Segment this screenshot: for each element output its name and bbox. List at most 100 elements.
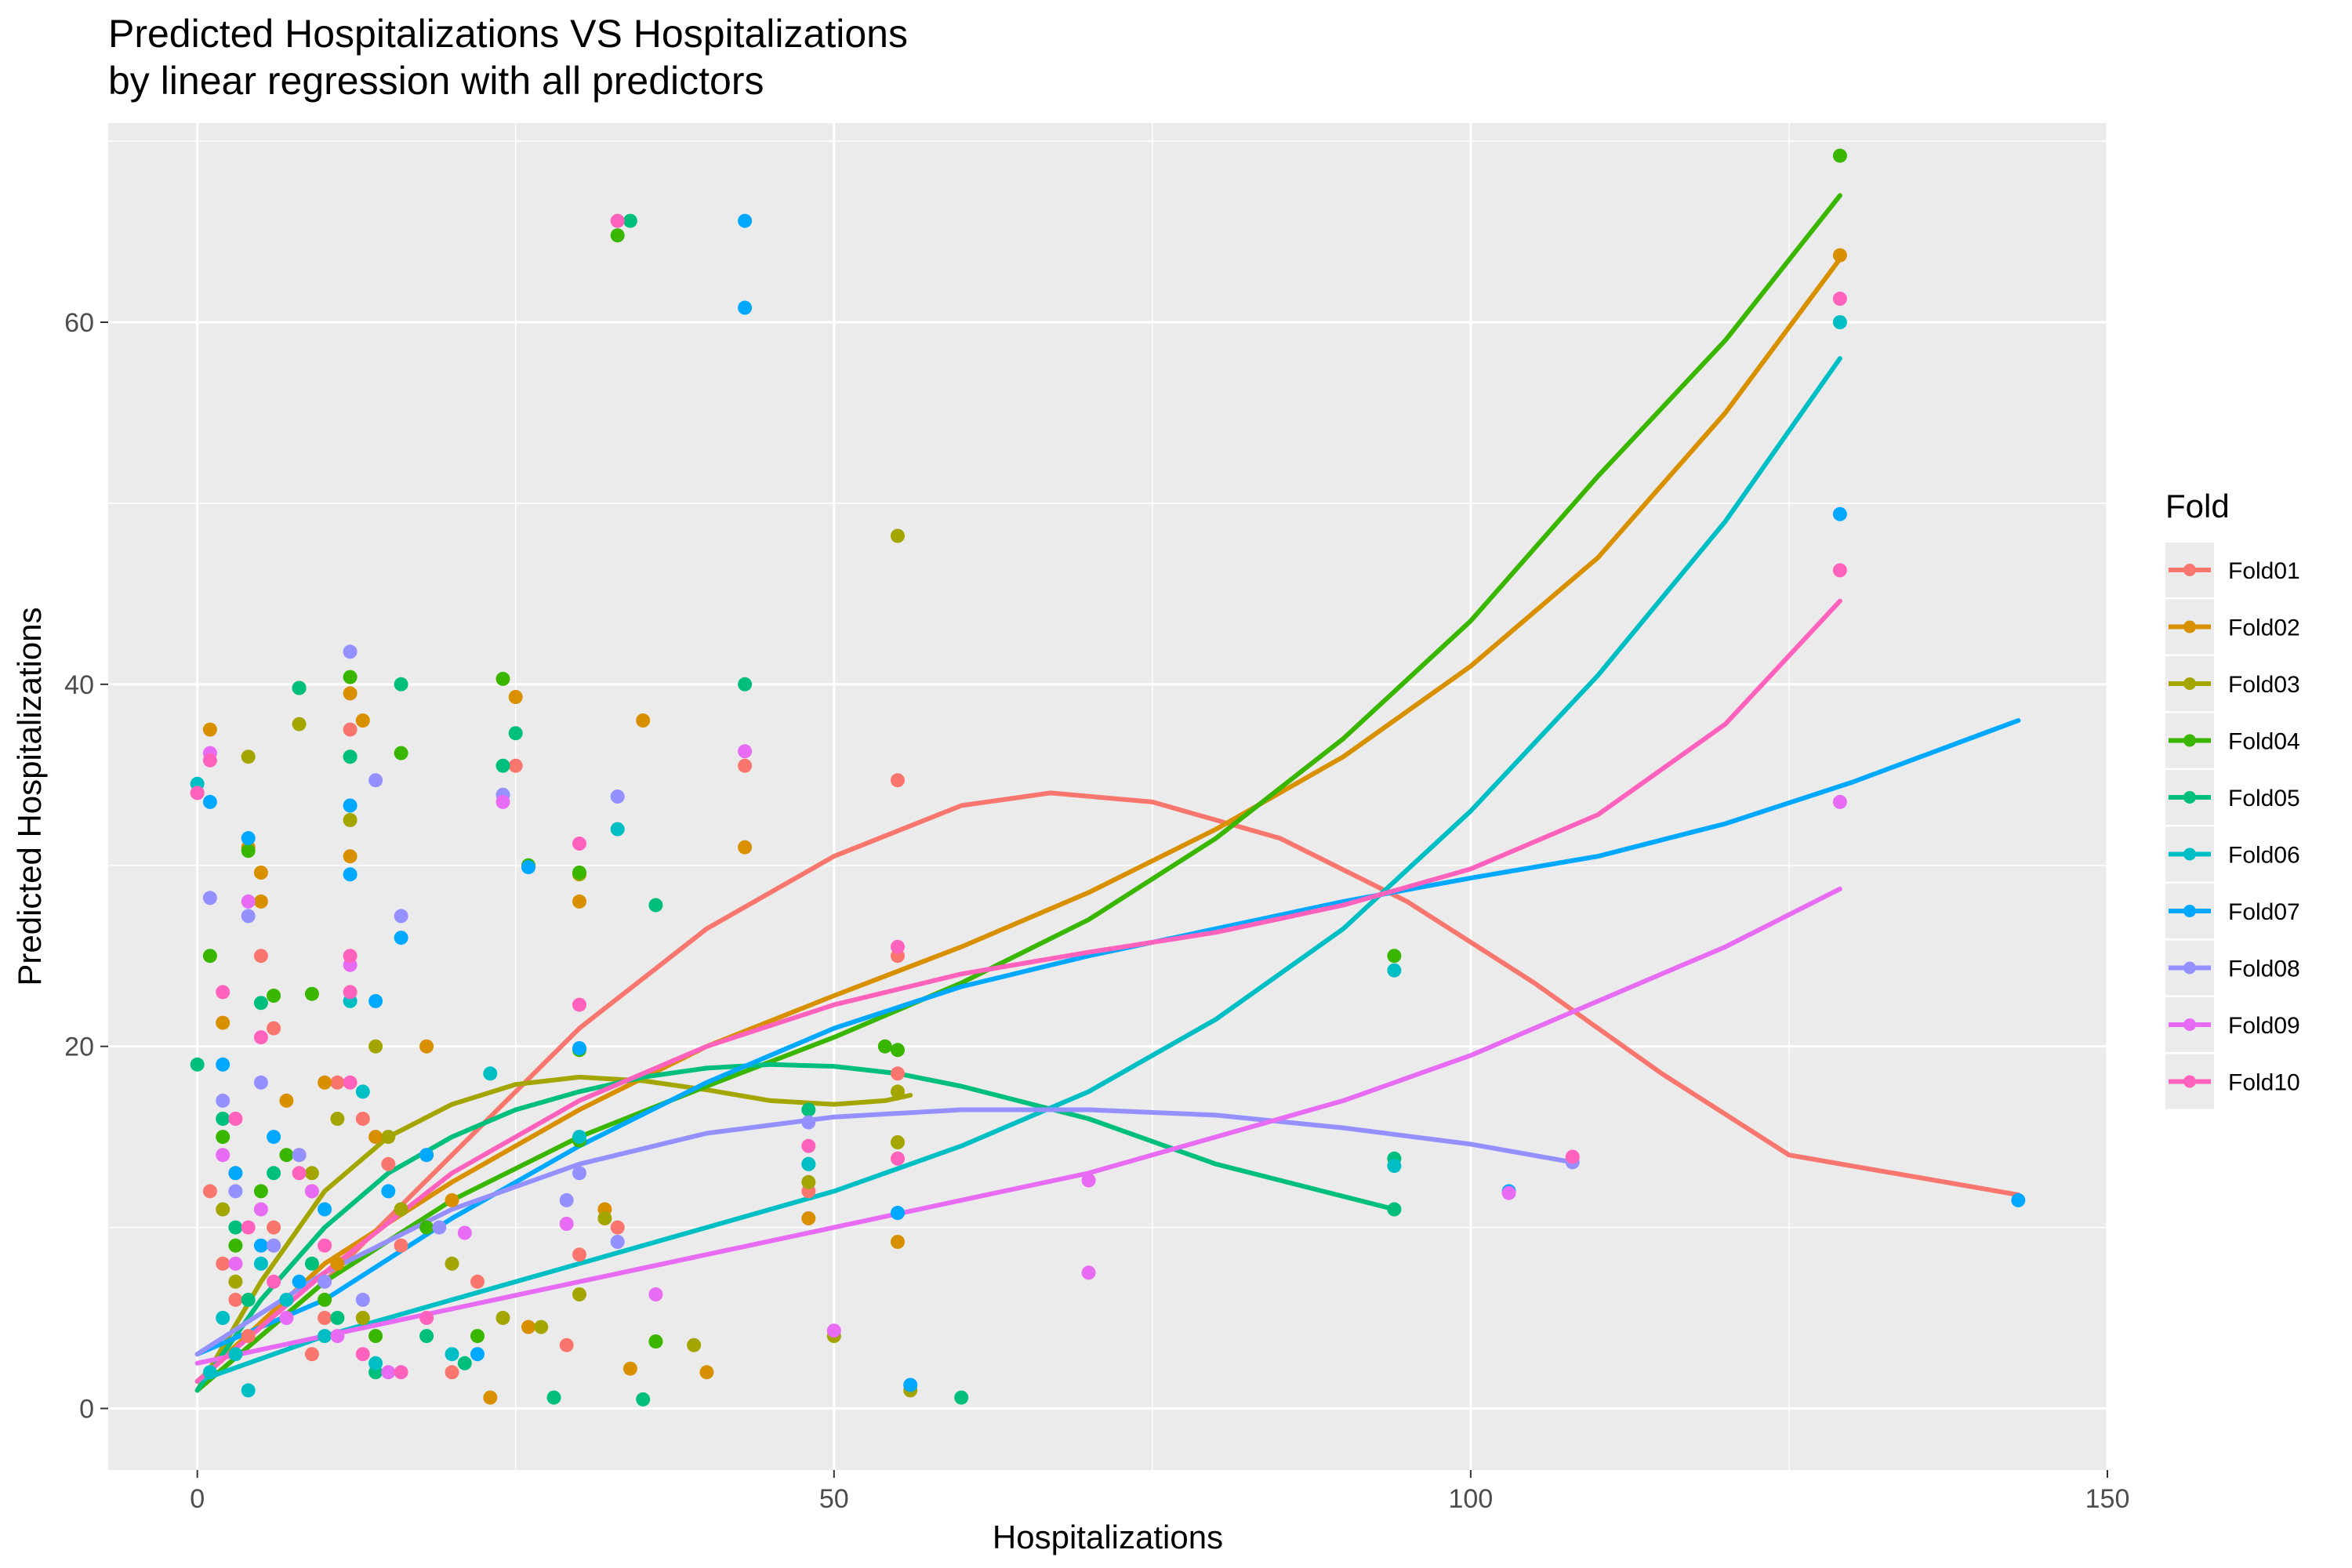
- data-point-fold07: [521, 860, 535, 875]
- data-point-fold02: [343, 849, 358, 864]
- data-point-fold08: [610, 789, 625, 804]
- data-point-fold03: [534, 1319, 549, 1334]
- chart-title: Predicted Hospitalizations VS Hospitaliz…: [108, 12, 908, 56]
- data-point-fold10: [343, 949, 358, 964]
- legend-label-fold08: Fold08: [2228, 956, 2300, 982]
- fit-line-fold06: [194, 356, 1842, 1384]
- data-point-fold07: [903, 1377, 918, 1392]
- data-point-fold01: [330, 1075, 345, 1090]
- legend-key-point: [2183, 677, 2196, 690]
- data-point-fold05: [253, 996, 268, 1011]
- data-point-fold06: [1387, 1159, 1402, 1174]
- data-point-fold03: [572, 1287, 586, 1301]
- data-point-fold05: [394, 677, 408, 691]
- data-point-fold01: [381, 1156, 396, 1171]
- data-point-fold01: [228, 1292, 243, 1307]
- data-point-fold02: [279, 1093, 294, 1108]
- data-point-fold09: [241, 894, 256, 909]
- data-point-fold02: [636, 713, 651, 728]
- data-point-fold07: [572, 1041, 586, 1055]
- data-point-fold01: [253, 949, 268, 964]
- data-point-fold10: [318, 1238, 332, 1253]
- data-point-fold02: [202, 722, 217, 737]
- data-point-fold07: [343, 867, 358, 882]
- y-axis-title: Predicted Hospitalizations: [11, 607, 48, 985]
- data-point-fold01: [572, 1247, 586, 1262]
- data-point-fold09: [559, 1217, 574, 1231]
- fit-line-fold05: [194, 1062, 1397, 1393]
- legend-label-fold09: Fold09: [2228, 1013, 2300, 1039]
- data-point-fold05: [738, 677, 753, 691]
- data-point-fold02: [622, 1361, 637, 1376]
- data-point-fold02: [253, 894, 268, 909]
- data-point-fold08: [572, 1166, 586, 1181]
- legend-label-fold05: Fold05: [2228, 786, 2300, 811]
- data-point-fold02: [216, 1015, 230, 1030]
- legend-key-point: [2183, 1018, 2196, 1031]
- data-point-fold04: [318, 1292, 332, 1307]
- fit-line-fold08: [194, 1107, 1575, 1357]
- data-point-fold01: [891, 1066, 905, 1081]
- data-point-fold10: [1832, 292, 1847, 306]
- data-point-fold07: [470, 1347, 485, 1362]
- legend-label-fold02: Fold02: [2228, 615, 2300, 641]
- data-point-fold04: [877, 1039, 892, 1054]
- data-point-fold05: [304, 1256, 319, 1271]
- data-point-fold02: [738, 840, 753, 855]
- data-point-fold06: [241, 1383, 256, 1398]
- data-point-fold10: [572, 997, 586, 1012]
- data-point-fold06: [483, 1066, 498, 1081]
- data-point-fold08: [267, 1238, 281, 1253]
- data-point-fold07: [318, 1202, 332, 1217]
- data-point-fold04: [610, 228, 625, 243]
- data-point-fold09: [381, 1365, 396, 1380]
- data-point-fold07: [394, 931, 408, 946]
- data-point-fold09: [228, 1256, 243, 1271]
- legend-label-fold04: Fold04: [2228, 729, 2300, 755]
- data-point-fold10: [419, 1311, 434, 1325]
- data-point-fold10: [267, 1274, 281, 1289]
- data-point-fold08: [394, 909, 408, 924]
- data-point-fold03: [343, 813, 358, 827]
- data-point-fold08: [253, 1075, 268, 1090]
- data-point-fold01: [445, 1365, 459, 1380]
- data-point-fold02: [508, 690, 523, 704]
- data-point-fold03: [801, 1174, 816, 1189]
- x-tick-label: 100: [1449, 1484, 1494, 1514]
- data-point-fold02: [891, 1235, 905, 1249]
- fit-line-fold02: [194, 256, 1842, 1384]
- data-point-fold05: [292, 681, 307, 695]
- data-point-fold03: [355, 1311, 370, 1325]
- x-tick-label: 0: [190, 1484, 205, 1514]
- data-point-fold04: [304, 986, 319, 1001]
- x-tick-label: 150: [2085, 1484, 2130, 1514]
- data-point-fold10: [202, 753, 217, 768]
- data-point-fold01: [267, 1021, 281, 1036]
- data-point-fold01: [304, 1347, 319, 1362]
- data-point-fold09: [1081, 1265, 1096, 1280]
- data-point-fold08: [343, 644, 358, 659]
- data-point-fold03: [368, 1039, 383, 1054]
- data-point-fold01: [610, 1220, 625, 1235]
- data-point-fold01: [355, 1112, 370, 1126]
- y-tick-label: 0: [79, 1394, 94, 1424]
- data-point-fold10: [292, 1166, 307, 1181]
- data-point-fold08: [355, 1292, 370, 1307]
- legend-key-point: [2183, 905, 2196, 917]
- data-point-fold10: [394, 1365, 408, 1380]
- data-point-fold02: [483, 1390, 498, 1405]
- data-point-fold06: [368, 1356, 383, 1370]
- data-point-fold05: [622, 213, 637, 228]
- data-point-fold08: [368, 773, 383, 788]
- data-point-fold03: [228, 1274, 243, 1289]
- data-point-fold04: [253, 1184, 268, 1199]
- x-axis-ticks: 0 50 100 150: [190, 1470, 2129, 1514]
- data-point-fold02: [419, 1039, 434, 1054]
- grid-major: [108, 123, 2109, 1470]
- legend-label-fold06: Fold06: [2228, 843, 2300, 869]
- data-point-fold07: [292, 1274, 307, 1289]
- data-point-fold01: [470, 1274, 485, 1289]
- data-point-fold09: [648, 1287, 663, 1301]
- data-point-fold09: [1501, 1185, 1516, 1200]
